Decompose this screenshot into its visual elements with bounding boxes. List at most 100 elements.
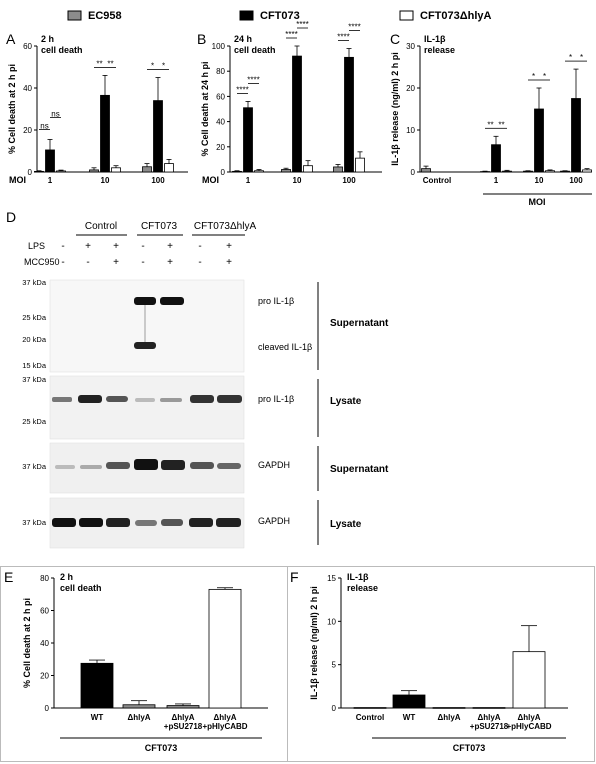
blot-band — [79, 518, 103, 527]
chart-panel-c: 0 10 20 30 IL-1β release (ng/ml) 2 h pi IL-1β… — [390, 34, 592, 207]
bar — [100, 94, 110, 173]
y-axis-label: % Cell death at 2 h pi — [22, 598, 32, 688]
lps-sign: - — [141, 241, 144, 252]
marker-37kda: 37 kDa — [22, 278, 47, 287]
bar — [303, 165, 313, 173]
bar — [153, 100, 163, 173]
y-tick-label: 15 — [327, 574, 336, 583]
bar — [166, 705, 200, 709]
bar — [571, 98, 581, 173]
significance-label: ** — [487, 120, 493, 129]
significance-label: **** — [236, 85, 248, 94]
blot-band — [217, 395, 242, 403]
chart-title: cell death — [41, 45, 83, 55]
y-axis-label: % Cell death at 24 h pi — [200, 61, 210, 156]
y-axis-label: IL-1β release (ng/ml) 2 h pi — [309, 586, 319, 700]
y-tick-label: 0 — [332, 704, 337, 713]
x-tick-label: 100 — [151, 176, 165, 185]
panel-letter-b: B — [197, 31, 206, 47]
mcc950-sign: - — [198, 257, 201, 268]
marker-20kda: 20 kDa — [22, 335, 47, 344]
bar — [355, 157, 365, 173]
x-tick-label: 100 — [569, 176, 583, 185]
bar — [254, 170, 264, 173]
x-tick-label: Control — [356, 713, 384, 722]
marker-37kda: 37 kDa — [22, 518, 47, 527]
chart-title: IL-1β — [424, 34, 446, 44]
chart-panel-b: 0 20 40 60 80 100 % Cell death at 24 h pi 24 hc… — [200, 20, 382, 185]
x-tick-label: ΔhlyA — [517, 713, 540, 722]
bar — [122, 704, 156, 709]
blot-band — [160, 398, 182, 402]
y-tick-label: 0 — [45, 704, 50, 713]
bar — [89, 169, 99, 173]
y-axis-label: IL-1β release (ng/ml) 2 h pi — [390, 52, 400, 166]
y-tick-label: 20 — [40, 672, 49, 681]
panel-letter-a: A — [6, 31, 16, 47]
blot-band — [135, 520, 157, 526]
significance-label: * — [162, 62, 165, 71]
blot-group-control: Control — [85, 221, 117, 232]
y-tick-label: 60 — [40, 607, 49, 616]
significance-label: ** — [498, 120, 504, 129]
x-tick-label: 10 — [293, 176, 302, 185]
marker-25kda: 25 kDa — [22, 313, 47, 322]
legend: EC958 CFT073 CFT073ΔhlyA — [67, 10, 492, 22]
blot-band — [161, 519, 183, 526]
legend-swatch-cft073 — [239, 10, 254, 21]
y-tick-label: 40 — [23, 84, 32, 93]
bar — [56, 170, 66, 173]
lps-sign: + — [167, 241, 173, 252]
blot-band — [134, 297, 156, 305]
band-label-pro-il1b: pro IL-1β — [258, 394, 294, 404]
y-tick-label: 0 — [411, 168, 416, 177]
chart-panel-f: 0 5 10 15 IL-1β release (ng/ml) 2 h pi IL-1βr… — [309, 572, 568, 753]
blot-band — [161, 460, 185, 470]
fraction-label-lysate: Lysate — [330, 396, 362, 407]
chart-title: IL-1β — [347, 572, 369, 582]
bar — [80, 662, 114, 709]
bar — [353, 707, 387, 709]
x-tick-label: Control — [423, 176, 451, 185]
significance-label: ns — [40, 121, 48, 130]
significance-label: **** — [296, 20, 308, 29]
significance-label: **** — [337, 33, 349, 42]
significance-label: * — [543, 72, 546, 81]
mcc950-sign: + — [113, 257, 119, 268]
bar — [142, 166, 152, 173]
chart-title: 24 h — [234, 34, 252, 44]
blot-band — [78, 395, 102, 403]
blot-band — [55, 465, 75, 469]
y-tick-label: 20 — [216, 143, 225, 152]
x-axis-label: CFT073 — [453, 743, 486, 753]
fraction-label-supernatant: Supernatant — [330, 464, 389, 475]
x-tick-label: WT — [91, 713, 104, 722]
bar — [560, 170, 570, 173]
lps-sign: - — [198, 241, 201, 252]
y-tick-label: 100 — [212, 42, 226, 51]
bar — [523, 170, 533, 173]
x-tick-label: 1 — [494, 176, 499, 185]
y-tick-label: 20 — [406, 84, 415, 93]
blot-strip-2 — [49, 375, 245, 440]
mcc950-sign: + — [167, 257, 173, 268]
bar — [512, 651, 546, 709]
y-tick-label: 30 — [406, 42, 415, 51]
panel-f-frame — [287, 566, 595, 762]
x-tick-label: 100 — [342, 176, 356, 185]
y-tick-label: 40 — [216, 118, 225, 127]
panel-e-frame — [0, 566, 288, 762]
panel-letter-f: F — [290, 569, 299, 585]
x-tick-label: +pSU2718 — [164, 722, 203, 731]
significance-label: ** — [96, 59, 102, 68]
lps-sign: - — [61, 241, 64, 252]
blot-sign-row: - + + - + - + - - + - + - + — [61, 241, 232, 268]
blot-row-label-mcc950: MCC950 — [24, 257, 60, 267]
fraction-label-lysate: Lysate — [330, 519, 362, 530]
bar — [232, 170, 242, 173]
bar — [111, 167, 121, 173]
significance-label: ** — [107, 59, 113, 68]
bar — [292, 55, 302, 173]
significance-label: * — [532, 72, 535, 81]
